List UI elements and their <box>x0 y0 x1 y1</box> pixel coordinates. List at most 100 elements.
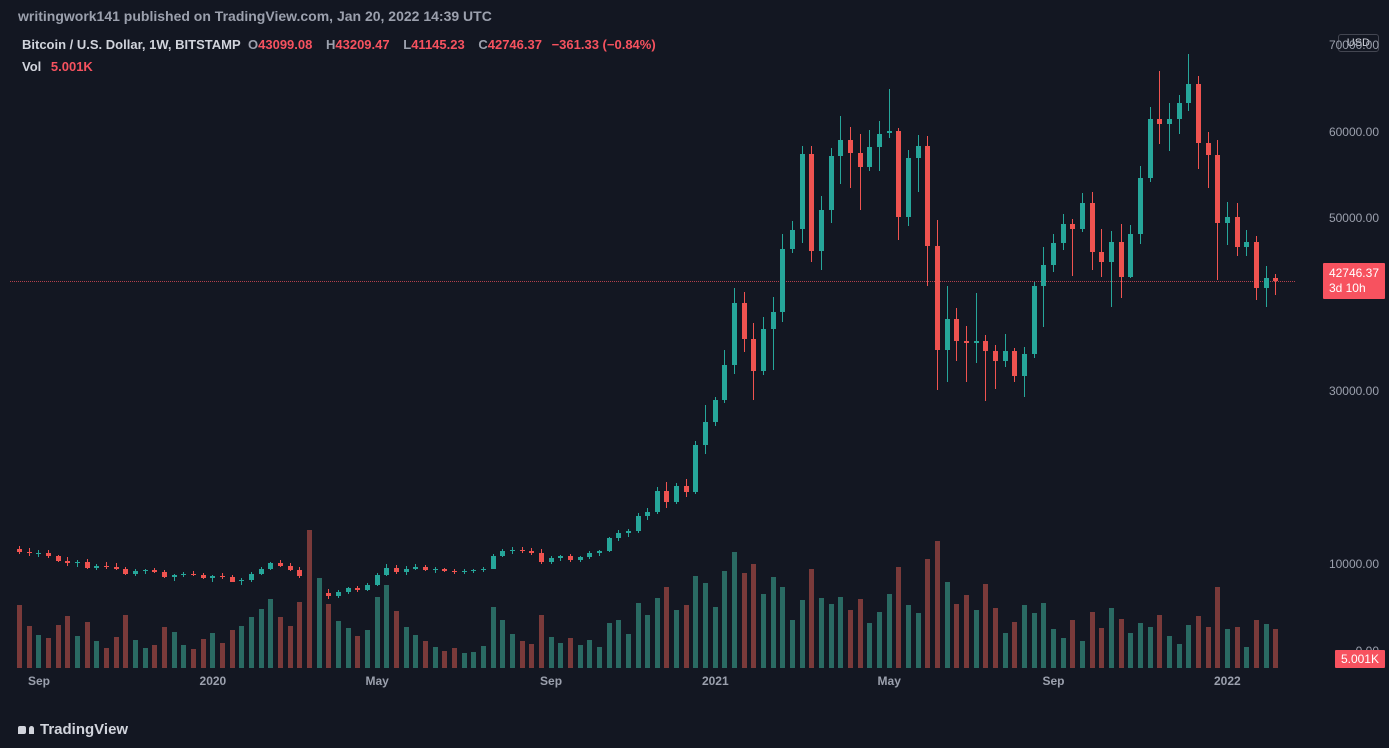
volume-bar <box>1196 616 1201 668</box>
candle <box>925 136 930 286</box>
y-axis-label: 50000.00 <box>1329 211 1379 225</box>
candle <box>539 549 544 565</box>
candle <box>278 560 283 567</box>
candle <box>471 569 476 573</box>
candle <box>1148 107 1153 182</box>
candle <box>239 578 244 585</box>
volume-bar <box>539 615 544 668</box>
candle <box>780 234 785 322</box>
volume-bar <box>1099 628 1104 668</box>
volume-bar <box>307 530 312 668</box>
volume-bar <box>1157 615 1162 668</box>
volume-bar <box>210 633 215 668</box>
volume-bar <box>249 617 254 668</box>
candle <box>500 549 505 558</box>
x-axis-label: 2020 <box>200 674 227 688</box>
volume-bar <box>1177 644 1182 668</box>
volume-bar <box>742 573 747 668</box>
price-plot[interactable] <box>10 28 1295 668</box>
candle <box>587 551 592 559</box>
volume-bar <box>297 602 302 668</box>
candle <box>462 569 467 573</box>
candle <box>761 317 766 375</box>
chart-area[interactable]: USD 70000.0060000.0050000.0042746.373d 1… <box>0 28 1389 698</box>
candle <box>664 482 669 508</box>
candle <box>365 583 370 591</box>
volume-bar <box>529 644 534 668</box>
candle <box>1022 347 1027 397</box>
candle <box>1167 103 1172 151</box>
candle <box>1225 202 1230 245</box>
x-axis[interactable]: Sep2020MaySep2021MaySep2022 <box>10 668 1295 698</box>
volume-bar <box>404 627 409 668</box>
volume-bar <box>954 604 959 668</box>
volume-bar <box>181 645 186 668</box>
volume-bar <box>1225 629 1230 668</box>
candle <box>201 573 206 579</box>
candle <box>838 116 843 183</box>
candle <box>172 574 177 581</box>
chart-legend: Bitcoin / U.S. Dollar, 1W, BITSTAMP O430… <box>22 34 662 78</box>
candle <box>94 564 99 570</box>
volume-bar <box>510 634 515 668</box>
volume-bar <box>674 610 679 668</box>
candle <box>732 288 737 374</box>
volume-bar <box>636 603 641 668</box>
volume-bar <box>191 649 196 668</box>
volume-bar <box>162 627 167 668</box>
candle <box>181 572 186 577</box>
volume-bar <box>1244 647 1249 668</box>
candle <box>800 146 805 244</box>
volume-bar <box>713 607 718 668</box>
y-axis[interactable]: USD 70000.0060000.0050000.0042746.373d 1… <box>1295 28 1389 668</box>
volume-bar <box>355 636 360 668</box>
candle <box>568 554 573 562</box>
candle <box>346 587 351 594</box>
candle <box>549 556 554 564</box>
volume-bar <box>114 637 119 668</box>
candle <box>819 196 824 270</box>
candle <box>935 220 940 390</box>
volume-bar <box>751 564 756 668</box>
y-axis-label: 60000.00 <box>1329 125 1379 139</box>
volume-bar <box>925 559 930 669</box>
symbol-name: Bitcoin / U.S. Dollar, 1W, BITSTAMP <box>22 37 240 52</box>
candle <box>1070 219 1075 276</box>
candle <box>906 150 911 226</box>
ohlc-close: 42746.37 <box>488 37 542 52</box>
volume-bar <box>761 594 766 668</box>
x-axis-label: 2022 <box>1214 674 1241 688</box>
volume-bar <box>800 600 805 668</box>
candle <box>230 575 235 583</box>
candle <box>481 567 486 572</box>
current-price-tag: 42746.373d 10h <box>1323 263 1385 299</box>
candle <box>1215 140 1220 280</box>
volume-bar <box>65 616 70 668</box>
volume-bar <box>375 597 380 668</box>
volume-bar <box>896 567 901 668</box>
volume-bar <box>259 609 264 668</box>
volume-bar <box>520 641 525 668</box>
volume-bar <box>568 638 573 668</box>
candle <box>877 121 882 171</box>
volume-bar <box>587 640 592 668</box>
candle <box>887 89 892 137</box>
y-axis-label: 10000.00 <box>1329 557 1379 571</box>
volume-bar <box>809 569 814 668</box>
candle <box>867 130 872 171</box>
candle <box>1273 274 1278 295</box>
candle <box>722 350 727 404</box>
volume-bar <box>848 610 853 668</box>
volume-bar <box>1128 633 1133 668</box>
candle <box>713 397 718 426</box>
candle <box>636 513 641 533</box>
ohlc-high: 43209.47 <box>335 37 389 52</box>
volume-bar <box>326 604 331 668</box>
candle <box>152 568 157 573</box>
candle <box>974 293 979 363</box>
volume-bar <box>317 578 322 668</box>
candle <box>993 345 998 389</box>
candle <box>114 563 119 570</box>
volume-bar <box>974 610 979 668</box>
candle <box>607 537 612 553</box>
